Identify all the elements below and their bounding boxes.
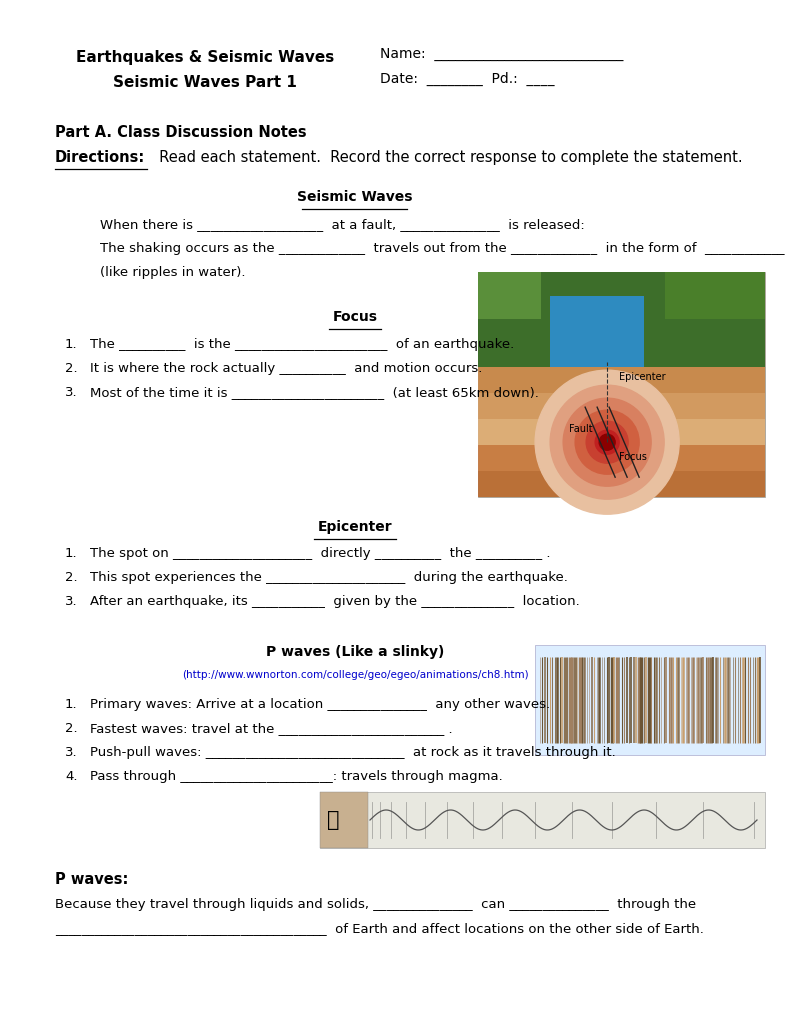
Text: ✊: ✊ (327, 810, 339, 830)
Circle shape (536, 371, 679, 514)
Text: 2.: 2. (65, 722, 78, 735)
Bar (320, 792, 765, 848)
Text: 2.: 2. (65, 362, 78, 375)
Text: (like ripples in water).: (like ripples in water). (100, 266, 245, 279)
Text: 4.: 4. (65, 770, 78, 783)
Text: Name:  ___________________________: Name: ___________________________ (380, 47, 623, 61)
Circle shape (595, 430, 619, 455)
Bar (320, 792, 368, 848)
Text: Epicenter: Epicenter (318, 520, 392, 534)
Text: Seismic Waves: Seismic Waves (297, 190, 413, 204)
Bar (478, 392, 765, 419)
Bar (478, 419, 765, 444)
Text: Focus: Focus (332, 310, 377, 324)
Text: Fastest waves: travel at the _________________________ .: Fastest waves: travel at the ___________… (90, 722, 452, 735)
Text: 1.: 1. (65, 338, 78, 351)
Text: Pass through _______________________: travels through magma.: Pass through _______________________: tr… (90, 770, 503, 783)
Bar (535, 645, 765, 755)
Text: 2.: 2. (65, 571, 78, 584)
Text: Because they travel through liquids and solids, _______________  can ___________: Because they travel through liquids and … (55, 898, 696, 911)
Text: The shaking occurs as the _____________  travels out from the _____________  in : The shaking occurs as the _____________ … (100, 242, 785, 255)
Text: 1.: 1. (65, 698, 78, 711)
Bar (550, 296, 645, 367)
Text: This spot experiences the _____________________  during the earthquake.: This spot experiences the ______________… (90, 571, 568, 584)
Text: Epicenter: Epicenter (619, 372, 666, 382)
Circle shape (575, 411, 639, 474)
Circle shape (551, 385, 664, 499)
Bar (478, 272, 765, 367)
Text: P waves:: P waves: (55, 872, 128, 887)
Text: The spot on _____________________  directly __________  the __________ .: The spot on _____________________ direct… (90, 547, 551, 560)
Text: It is where the rock actually __________  and motion occurs.: It is where the rock actually __________… (90, 362, 483, 375)
Text: 1.: 1. (65, 547, 78, 560)
Text: Push-pull waves: ______________________________  at rock as it travels through i: Push-pull waves: _______________________… (90, 746, 615, 759)
Bar (478, 471, 765, 497)
Bar (478, 444, 765, 471)
Text: After an earthquake, its ___________  given by the ______________  location.: After an earthquake, its ___________ giv… (90, 595, 580, 608)
Text: Date:  ________  Pd.:  ____: Date: ________ Pd.: ____ (380, 72, 554, 86)
Text: Directions:: Directions: (55, 150, 146, 165)
Circle shape (563, 398, 651, 486)
Bar (664, 272, 765, 319)
Text: Most of the time it is _______________________  (at least 65km down).: Most of the time it is _________________… (90, 386, 539, 399)
Text: Fault: Fault (570, 424, 592, 434)
Text: Seismic Waves Part 1: Seismic Waves Part 1 (113, 75, 297, 90)
Bar (478, 272, 765, 497)
Text: Read each statement.  Record the correct response to complete the statement.: Read each statement. Record the correct … (150, 150, 743, 165)
Text: 3.: 3. (65, 595, 78, 608)
Text: (http://www.wwnorton.com/college/geo/egeo/animations/ch8.htm): (http://www.wwnorton.com/college/geo/ege… (182, 670, 528, 680)
Text: When there is ___________________  at a fault, _______________  is released:: When there is ___________________ at a f… (100, 218, 585, 231)
Bar (478, 272, 541, 319)
Circle shape (599, 434, 615, 451)
Text: Earthquakes & Seismic Waves: Earthquakes & Seismic Waves (76, 50, 334, 65)
Text: P waves (Like a slinky): P waves (Like a slinky) (266, 645, 445, 659)
Text: Primary waves: Arrive at a location _______________  any other waves.: Primary waves: Arrive at a location ____… (90, 698, 550, 711)
Text: Focus: Focus (619, 453, 647, 462)
Bar (478, 367, 765, 392)
Text: 3.: 3. (65, 746, 78, 759)
Text: _________________________________________  of Earth and affect locations on the : ________________________________________… (55, 922, 704, 935)
Text: The __________  is the _______________________  of an earthquake.: The __________ is the __________________… (90, 338, 514, 351)
Circle shape (586, 421, 628, 463)
Text: Part A. Class Discussion Notes: Part A. Class Discussion Notes (55, 125, 307, 140)
Text: 3.: 3. (65, 386, 78, 399)
